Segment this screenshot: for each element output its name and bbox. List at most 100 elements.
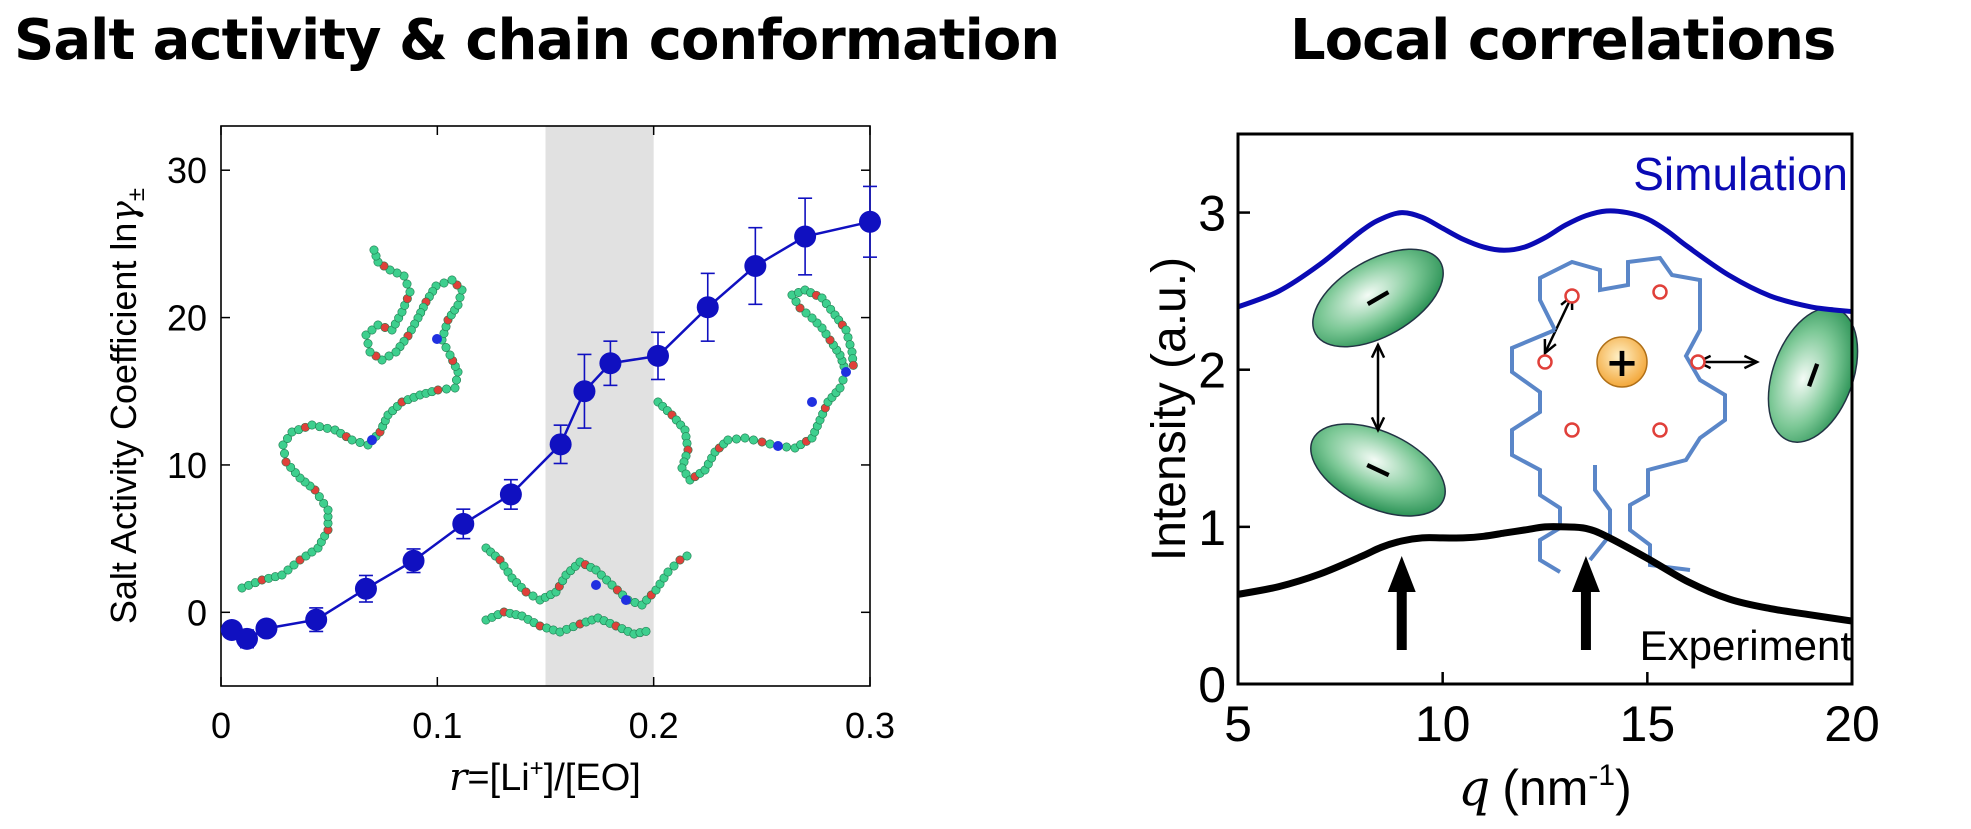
chain-bead bbox=[365, 347, 375, 357]
ether-oxygen bbox=[1652, 422, 1668, 438]
y-tick-label: 10 bbox=[167, 445, 207, 486]
anion: − bbox=[1312, 248, 1444, 348]
left-y-axis-label: Salt Activity Coefficient lnγ± bbox=[103, 188, 150, 624]
shaded-region bbox=[545, 126, 654, 686]
right-x-axis-label: q (nm-1) bbox=[1458, 759, 1631, 817]
chain-bead bbox=[641, 626, 651, 636]
chain-bead bbox=[322, 423, 332, 433]
chain-bead bbox=[663, 567, 673, 577]
chain-bead bbox=[675, 555, 685, 565]
cation-sign: + bbox=[1605, 340, 1639, 386]
chain-bead bbox=[282, 433, 292, 443]
simulation-curve bbox=[1237, 208, 1853, 315]
chain-bead bbox=[367, 325, 377, 335]
chain-bead bbox=[355, 437, 365, 447]
chain-bead bbox=[445, 350, 455, 360]
x-label-part-b: ]/[EO] bbox=[544, 757, 641, 799]
right-chart: − − − + 5 10 15 20 0 1 2 3 Simulation Experiment I… bbox=[1143, 132, 1880, 817]
data-point bbox=[573, 380, 596, 403]
x-tick-label: 0.1 bbox=[412, 705, 462, 746]
chain-bead bbox=[278, 440, 288, 450]
chain-bead bbox=[748, 435, 758, 445]
ether-oxygen bbox=[1564, 288, 1580, 304]
chain-bead bbox=[281, 457, 291, 467]
q-label-var: q bbox=[1458, 759, 1490, 817]
peak-arrows bbox=[1387, 556, 1600, 650]
chain-bead bbox=[441, 384, 451, 394]
chain-bead bbox=[848, 360, 858, 370]
q-label-unit-b: ) bbox=[1615, 760, 1632, 816]
chain-bead bbox=[307, 420, 317, 430]
chain-bead bbox=[439, 278, 449, 288]
chain-bead bbox=[521, 587, 531, 597]
x-tick-label: 0.3 bbox=[845, 705, 895, 746]
ion-correlation-illustration: − − − + bbox=[1310, 248, 1859, 574]
y-tick-label: 1 bbox=[1198, 500, 1226, 556]
data-point bbox=[549, 433, 572, 456]
anion-ellipse bbox=[1310, 423, 1446, 517]
left-x-axis-label: r=[Li+]/[EO] bbox=[449, 755, 641, 799]
data-point bbox=[499, 483, 522, 506]
chain-bead bbox=[433, 385, 443, 395]
chain-bead bbox=[781, 442, 791, 452]
y-tick-label: 3 bbox=[1198, 186, 1226, 242]
x-tick-label: 15 bbox=[1620, 696, 1676, 752]
chain-bead bbox=[319, 498, 329, 508]
chain-bead bbox=[447, 275, 457, 285]
x-label-part-a: =[Li bbox=[467, 757, 529, 799]
peo-backbone bbox=[1510, 328, 1562, 574]
chain-bead bbox=[363, 338, 373, 348]
right-plot-frame bbox=[1236, 132, 1854, 686]
chain-bead bbox=[682, 551, 692, 561]
correlation-arrow-head bbox=[1370, 416, 1386, 433]
data-point bbox=[744, 255, 767, 277]
ether-oxygen bbox=[1537, 354, 1553, 370]
experiment-curve bbox=[1237, 523, 1853, 625]
chain-bead bbox=[441, 342, 451, 352]
chain-bead bbox=[791, 296, 801, 306]
y-tick-label: 0 bbox=[1198, 657, 1226, 713]
lithium-ion-bead bbox=[432, 334, 442, 344]
left-panel-title: Salt activity & chain conformation bbox=[14, 8, 1060, 73]
x-label-superscript: + bbox=[530, 755, 544, 782]
chain-bead bbox=[723, 435, 733, 445]
chain-bead bbox=[450, 383, 460, 393]
x-tick-label: 0.2 bbox=[629, 705, 679, 746]
peo-backbone bbox=[1628, 305, 1727, 572]
experiment-label: Experiment bbox=[1640, 622, 1853, 669]
cation-circle bbox=[1596, 336, 1648, 388]
lithium-ion-bead bbox=[591, 580, 601, 590]
y-tick-label: 2 bbox=[1198, 343, 1226, 399]
q-label-superscript: -1 bbox=[1588, 759, 1615, 792]
x-tick-label: 20 bbox=[1824, 696, 1880, 752]
data-point bbox=[255, 617, 278, 640]
chain-bead bbox=[347, 435, 357, 445]
y-tick-label: 20 bbox=[167, 298, 207, 339]
svg-text:Salt Activity Coefficient lnγ±: Salt Activity Coefficient lnγ± bbox=[103, 188, 150, 624]
anion-ellipse bbox=[1312, 248, 1444, 348]
chain-bead bbox=[384, 351, 394, 361]
x-tick-label: 10 bbox=[1415, 696, 1471, 752]
chain-bead bbox=[453, 300, 463, 310]
chain-bead bbox=[795, 303, 805, 313]
right-y-axis-label: Intensity (a.u.) bbox=[1143, 257, 1196, 561]
chain-bead bbox=[405, 287, 415, 297]
peo-backbone bbox=[1588, 465, 1612, 562]
chain-bead bbox=[838, 375, 848, 385]
data-point bbox=[599, 352, 622, 375]
chain-bead bbox=[391, 347, 401, 357]
data-point bbox=[305, 608, 328, 631]
peak-arrow-head bbox=[1571, 556, 1600, 592]
y-label-symbol: γ bbox=[104, 201, 145, 223]
data-point bbox=[235, 627, 258, 650]
series-line bbox=[231, 220, 871, 641]
data-point bbox=[452, 512, 475, 535]
chain-bead bbox=[314, 492, 324, 502]
x-tick-label: 5 bbox=[1224, 696, 1252, 752]
chain-bead bbox=[283, 565, 293, 575]
chain-bead bbox=[323, 505, 333, 515]
chain-bead bbox=[455, 292, 465, 302]
chain-bead bbox=[279, 448, 289, 458]
anion: − bbox=[1310, 423, 1446, 517]
chain-bead bbox=[801, 308, 811, 318]
